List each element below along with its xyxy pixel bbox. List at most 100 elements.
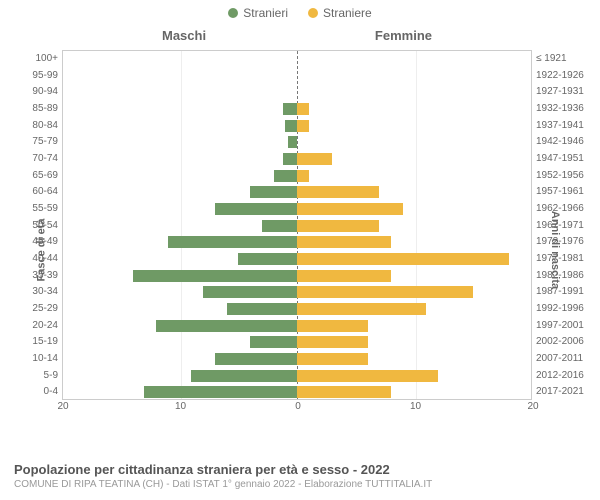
age-row: 0-42017-2021 <box>63 384 531 401</box>
title-block: Popolazione per cittadinanza straniera p… <box>14 462 586 490</box>
birth-year-label: 1967-1971 <box>536 218 584 235</box>
age-label: 85-89 <box>32 101 58 118</box>
bar-female <box>297 286 473 298</box>
column-header-femmine: Femmine <box>375 28 432 43</box>
column-header-maschi: Maschi <box>162 28 206 43</box>
bar-female <box>297 353 368 365</box>
age-row: 35-391982-1986 <box>63 268 531 285</box>
age-row: 25-291992-1996 <box>63 301 531 318</box>
age-row: 70-741947-1951 <box>63 151 531 168</box>
bar-male <box>227 303 298 315</box>
age-row: 65-691952-1956 <box>63 168 531 185</box>
bar-male <box>156 320 297 332</box>
legend-item-male: Stranieri <box>228 6 288 20</box>
legend-dot-male <box>228 8 238 18</box>
bar-female <box>297 153 332 165</box>
age-row: 95-991922-1926 <box>63 68 531 85</box>
age-label: 15-19 <box>32 334 58 351</box>
birth-year-label: ≤ 1921 <box>536 51 567 68</box>
x-tick-label: 20 <box>527 401 538 412</box>
birth-year-label: 1947-1951 <box>536 151 584 168</box>
birth-year-label: 1997-2001 <box>536 318 584 335</box>
birth-year-label: 1927-1931 <box>536 84 584 101</box>
bar-male <box>262 220 297 232</box>
birth-year-label: 2002-2006 <box>536 334 584 351</box>
age-label: 30-34 <box>32 284 58 301</box>
bar-male <box>133 270 298 282</box>
age-row: 15-192002-2006 <box>63 334 531 351</box>
population-pyramid-plot: 201001020 100+≤ 192195-991922-192690-941… <box>62 50 532 400</box>
age-label: 5-9 <box>44 368 58 385</box>
bar-female <box>297 336 368 348</box>
x-tick-label: 10 <box>410 401 421 412</box>
bar-female <box>297 320 368 332</box>
birth-year-label: 1982-1986 <box>536 268 584 285</box>
age-row: 50-541967-1971 <box>63 218 531 235</box>
age-label: 10-14 <box>32 351 58 368</box>
age-row: 5-92012-2016 <box>63 368 531 385</box>
bar-female <box>297 370 438 382</box>
bar-male <box>250 336 297 348</box>
bar-female <box>297 253 509 265</box>
age-label: 90-94 <box>32 84 58 101</box>
birth-year-label: 1932-1936 <box>536 101 584 118</box>
age-row: 75-791942-1946 <box>63 134 531 151</box>
x-axis: 201001020 <box>63 401 531 417</box>
x-tick-label: 20 <box>57 401 68 412</box>
age-label: 25-29 <box>32 301 58 318</box>
bar-male <box>215 203 297 215</box>
age-label: 50-54 <box>32 218 58 235</box>
bar-female <box>297 270 391 282</box>
bar-male <box>288 136 297 148</box>
age-label: 40-44 <box>32 251 58 268</box>
age-row: 60-641957-1961 <box>63 184 531 201</box>
birth-year-label: 1962-1966 <box>536 201 584 218</box>
age-row: 80-841937-1941 <box>63 118 531 135</box>
age-label: 75-79 <box>32 134 58 151</box>
bar-female <box>297 103 309 115</box>
chart-title: Popolazione per cittadinanza straniera p… <box>14 462 586 477</box>
legend-label-female: Straniere <box>323 6 372 20</box>
age-row: 100+≤ 1921 <box>63 51 531 68</box>
age-label: 100+ <box>35 51 58 68</box>
birth-year-label: 1952-1956 <box>536 168 584 185</box>
birth-year-label: 1972-1976 <box>536 234 584 251</box>
birth-year-label: 1992-1996 <box>536 301 584 318</box>
bar-female <box>297 186 379 198</box>
chart-subtitle: COMUNE DI RIPA TEATINA (CH) - Dati ISTAT… <box>14 479 586 490</box>
bar-male <box>238 253 297 265</box>
bar-female <box>297 120 309 132</box>
bar-male <box>168 236 297 248</box>
chart-area: Maschi Femmine 201001020 100+≤ 192195-99… <box>62 28 532 428</box>
age-label: 20-24 <box>32 318 58 335</box>
age-row: 45-491972-1976 <box>63 234 531 251</box>
birth-year-label: 1937-1941 <box>536 118 584 135</box>
legend-dot-female <box>308 8 318 18</box>
legend-label-male: Stranieri <box>243 6 288 20</box>
age-label: 0-4 <box>44 384 58 401</box>
age-label: 60-64 <box>32 184 58 201</box>
age-row: 90-941927-1931 <box>63 84 531 101</box>
bar-male <box>283 153 297 165</box>
age-row: 30-341987-1991 <box>63 284 531 301</box>
bar-male <box>285 120 297 132</box>
bar-male <box>191 370 297 382</box>
bar-female <box>297 303 426 315</box>
bar-female <box>297 203 403 215</box>
birth-year-label: 1922-1926 <box>536 68 584 85</box>
bar-male <box>274 170 298 182</box>
age-row: 85-891932-1936 <box>63 101 531 118</box>
age-label: 70-74 <box>32 151 58 168</box>
birth-year-label: 1957-1961 <box>536 184 584 201</box>
bar-female <box>297 236 391 248</box>
bar-female <box>297 220 379 232</box>
bar-male <box>203 286 297 298</box>
age-label: 80-84 <box>32 118 58 135</box>
birth-year-label: 1942-1946 <box>536 134 584 151</box>
birth-year-label: 2017-2021 <box>536 384 584 401</box>
legend-item-female: Straniere <box>308 6 372 20</box>
age-row: 40-441977-1981 <box>63 251 531 268</box>
bar-male <box>283 103 297 115</box>
age-label: 35-39 <box>32 268 58 285</box>
bar-male <box>215 353 297 365</box>
